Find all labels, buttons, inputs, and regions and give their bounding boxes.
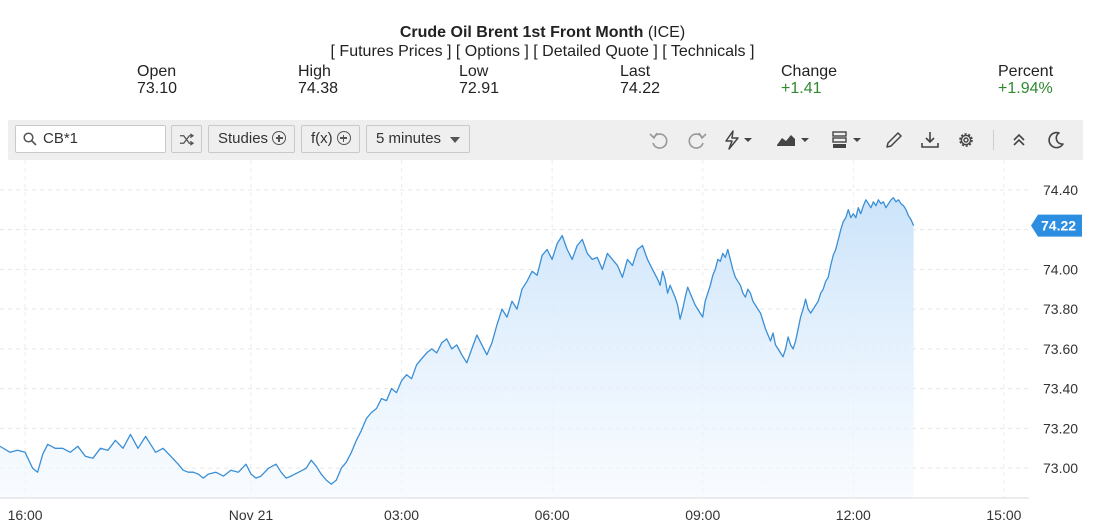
draw-button[interactable]	[883, 129, 905, 151]
chart-type-menu[interactable]	[775, 129, 815, 151]
lightning-icon	[725, 130, 752, 150]
chart-title: Crude Oil Brent 1st Front Month (ICE)	[0, 24, 1085, 42]
stat-open-label: Open	[137, 63, 177, 80]
fx-button[interactable]: f(x)	[301, 125, 360, 153]
x-tick-label: Nov 21	[229, 507, 274, 523]
dark-mode-button[interactable]	[1045, 129, 1067, 151]
studies-button[interactable]: Studies	[208, 125, 295, 153]
gear-icon	[959, 133, 973, 147]
compare-button[interactable]	[171, 125, 202, 153]
stat-percent-label: Percent	[998, 63, 1054, 80]
chart-toolbar: CB*1 Studies f(x) 5 minutes	[8, 120, 1083, 160]
stat-change-value: +1.41	[781, 80, 822, 97]
collapse-button[interactable]	[1008, 129, 1030, 151]
studies-label: Studies	[218, 130, 269, 147]
stat-open: Open 73.10	[137, 63, 177, 97]
interval-select[interactable]: 5 minutes	[366, 125, 470, 153]
x-tick-label: 03:00	[384, 507, 419, 523]
undo-button[interactable]	[648, 129, 670, 151]
template-menu[interactable]	[830, 129, 866, 151]
chart-type-icon	[777, 135, 809, 146]
template-icon	[832, 131, 861, 148]
stat-high-label: High	[298, 63, 331, 80]
events-menu[interactable]	[722, 129, 758, 151]
y-tick-label: 74.00	[1043, 261, 1078, 277]
link-futures-prices[interactable]: [ Futures Prices ]	[330, 43, 452, 60]
instrument-name: Crude Oil Brent 1st Front Month	[399, 24, 644, 41]
plus-circle-icon	[336, 131, 351, 145]
x-tick-label: 15:00	[986, 507, 1021, 523]
plus-circle-icon	[272, 131, 287, 145]
stat-last-value: 74.22	[620, 80, 661, 97]
symbol-input[interactable]: CB*1	[15, 125, 166, 153]
link-options[interactable]: [ Options ]	[455, 43, 529, 60]
price-line	[0, 197, 915, 485]
redo-icon	[688, 132, 707, 149]
quote-links: [ Futures Prices ] [ Options ] [ Detaile…	[0, 43, 1085, 61]
symbol-input-value: CB*1	[43, 130, 79, 147]
x-axis: 16:00 Nov 21 03:00 06:00 09:00 12:00 15:00	[8, 507, 1022, 523]
price-area	[0, 197, 914, 499]
last-price-badge: 74.22	[1031, 214, 1082, 237]
y-tick-label: 73.20	[1043, 420, 1078, 436]
y-tick-label: 73.40	[1043, 381, 1078, 397]
last-price-badge-shape	[1031, 214, 1082, 237]
x-tick-label: 09:00	[685, 507, 720, 523]
collapse-icon	[1013, 133, 1025, 146]
y-tick-label: 73.60	[1043, 341, 1078, 357]
x-tick-label: 16:00	[8, 507, 43, 523]
fx-label: f(x)	[311, 130, 333, 147]
download-icon	[921, 132, 939, 148]
exchange-label: (ICE)	[647, 24, 686, 41]
y-tick-label: 74.40	[1043, 182, 1078, 198]
stat-percent-value: +1.94%	[998, 80, 1053, 97]
chevron-down-icon	[450, 137, 460, 143]
y-tick-label: 73.80	[1043, 301, 1078, 317]
stat-percent: Percent +1.94%	[998, 63, 1053, 97]
x-tick-label: 12:00	[836, 507, 871, 523]
shuffle-icon	[179, 133, 195, 146]
settings-button[interactable]	[955, 129, 977, 151]
last-price-label: 74.22	[1041, 218, 1076, 234]
stat-change: Change +1.41	[781, 63, 837, 97]
stat-last-label: Last	[620, 63, 651, 80]
moon-icon	[1048, 131, 1064, 149]
stat-low-label: Low	[459, 63, 489, 80]
x-tick-label: 06:00	[535, 507, 570, 523]
search-icon	[23, 132, 37, 146]
stat-open-value: 73.10	[137, 80, 178, 97]
undo-icon	[649, 132, 668, 149]
stat-high: High 74.38	[298, 63, 338, 97]
link-technicals[interactable]: [ Technicals ]	[662, 43, 755, 60]
stat-change-label: Change	[781, 63, 838, 80]
stat-high-value: 74.38	[298, 80, 339, 97]
redo-button[interactable]	[686, 129, 708, 151]
stat-low-value: 72.91	[459, 80, 500, 97]
stat-low: Low 72.91	[459, 63, 499, 97]
download-button[interactable]	[919, 129, 941, 151]
interval-label: 5 minutes	[376, 130, 442, 147]
stat-last: Last 74.22	[620, 63, 660, 97]
y-tick-label: 73.00	[1043, 460, 1078, 476]
pencil-icon	[886, 132, 902, 148]
toolbar-divider	[993, 130, 994, 150]
price-chart[interactable]: 73.0073.2073.4073.6073.8074.0074.2074.40…	[0, 160, 1099, 527]
link-detailed-quote[interactable]: [ Detailed Quote ]	[533, 43, 658, 60]
